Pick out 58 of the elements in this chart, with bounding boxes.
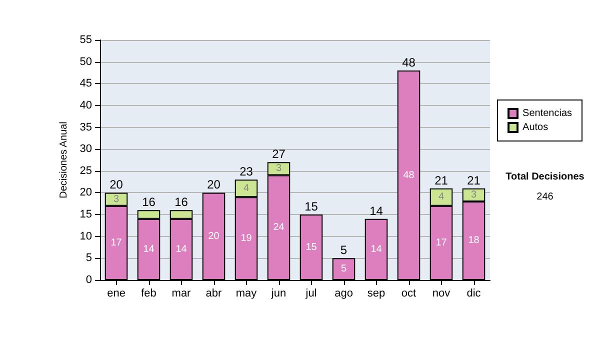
total-label: 27 xyxy=(272,147,286,162)
x-tick-label: jul xyxy=(304,288,317,300)
total-label: 15 xyxy=(304,200,318,214)
y-tick-label: 20 xyxy=(80,186,92,199)
data-label: 20 xyxy=(208,230,220,242)
y-tick-label: 15 xyxy=(80,208,92,221)
total-label: 23 xyxy=(240,164,254,179)
x-tick-label: ene xyxy=(107,288,126,300)
y-tick-label: 55 xyxy=(80,34,92,46)
data-label: 18 xyxy=(468,235,480,246)
y-tick-label: 25 xyxy=(80,164,92,177)
x-tick-label: dic xyxy=(466,288,482,300)
x-tick-label: sep xyxy=(367,288,386,300)
data-label: 14 xyxy=(143,244,155,255)
x-tick-label: mar xyxy=(172,288,192,300)
x-tick-label: nov xyxy=(432,288,451,300)
data-label: 17 xyxy=(110,237,122,248)
y-tick-label: 50 xyxy=(80,56,92,68)
y-tick-label: 5 xyxy=(86,252,92,264)
total-label: 5 xyxy=(340,243,348,258)
data-label: 14 xyxy=(370,244,382,255)
data-label: 5 xyxy=(340,264,347,275)
data-label: 4 xyxy=(243,182,250,194)
y-tick-label: 30 xyxy=(80,143,92,156)
y-tick-label: 45 xyxy=(80,78,92,90)
total-label: 20 xyxy=(110,178,124,192)
data-label: 3 xyxy=(276,163,282,174)
y-tick-label: 35 xyxy=(80,121,92,134)
text: 246 xyxy=(536,192,554,202)
y-tick-label: 10 xyxy=(80,230,92,242)
x-tick-label: ago xyxy=(334,288,353,300)
data-label: 24 xyxy=(273,222,285,234)
y-tick-label: 0 xyxy=(86,274,92,286)
text: Total Decisiones xyxy=(506,172,585,182)
data-label: 3 xyxy=(470,189,477,200)
data-label: 15 xyxy=(306,242,318,253)
total-label: 16 xyxy=(142,195,156,210)
legend-label: Autos xyxy=(522,122,548,133)
total-label: 16 xyxy=(174,195,188,210)
y-axis-title: Decisiones Anual xyxy=(58,122,70,198)
x-tick-label: may xyxy=(236,288,258,300)
x-tick-label: oct xyxy=(401,288,416,300)
data-label: 19 xyxy=(240,233,252,244)
total-label: 48 xyxy=(402,56,416,70)
data-label: 17 xyxy=(436,237,448,248)
x-tick-label: abr xyxy=(206,288,222,300)
data-label: 48 xyxy=(403,170,415,181)
x-tick-label: feb xyxy=(141,288,156,300)
data-label: 14 xyxy=(176,244,188,255)
legend-label: Sentencias xyxy=(522,108,572,119)
x-tick-label: jun xyxy=(270,288,286,300)
data-label: 3 xyxy=(113,194,120,205)
total-label: 20 xyxy=(207,178,221,192)
total-label: 21 xyxy=(434,173,448,188)
total-label: 14 xyxy=(370,204,384,218)
y-tick-label: 40 xyxy=(80,99,92,112)
data-label: 4 xyxy=(438,192,444,203)
total-label: 21 xyxy=(467,173,481,188)
